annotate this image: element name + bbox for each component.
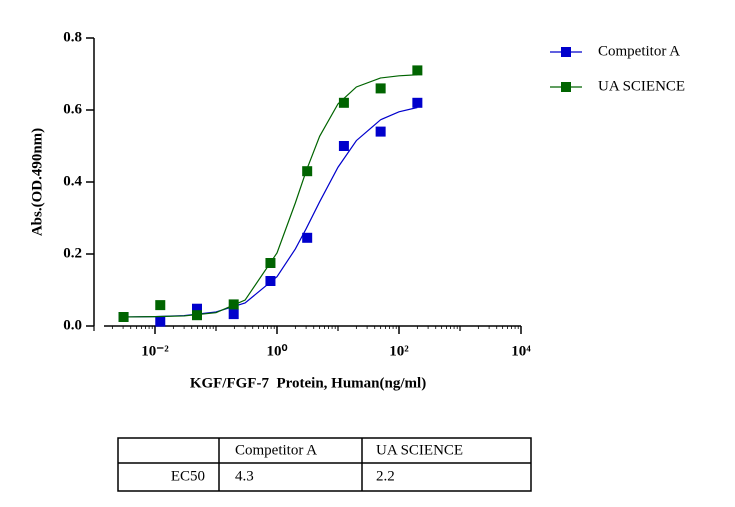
- x-axis-label: KGF/FGF-7 Protein, Human(ng/ml): [190, 375, 426, 391]
- y-tick-label: 0.2: [63, 245, 82, 261]
- legend-marker: [561, 47, 571, 57]
- point: [155, 316, 166, 327]
- point: [302, 166, 313, 177]
- table-header: UA SCIENCE: [376, 442, 463, 458]
- legend-marker: [561, 82, 571, 92]
- point: [228, 309, 239, 320]
- y-axis-label: Abs.(OD.490nm): [29, 128, 45, 236]
- x-tick-label: 10²: [389, 343, 409, 359]
- point: [338, 97, 349, 108]
- table: [117, 437, 532, 492]
- point: [155, 300, 166, 311]
- point: [265, 258, 276, 268]
- y-tick-label: 0.8: [63, 29, 82, 45]
- point: [375, 83, 386, 94]
- point: [265, 276, 276, 286]
- point: [412, 65, 423, 76]
- y-tick-label: 0.6: [63, 101, 82, 117]
- point: [191, 310, 202, 321]
- legend-label: UA SCIENCE: [598, 78, 685, 94]
- point: [118, 312, 129, 322]
- legend-label: Competitor A: [598, 43, 680, 59]
- x-tick-label: 10⁻²: [141, 343, 169, 359]
- y-tick-label: 0.0: [63, 317, 82, 333]
- point: [412, 97, 423, 108]
- y-tick-label: 0.4: [63, 173, 82, 189]
- table-border: [117, 437, 532, 492]
- table-cell: 2.2: [376, 468, 395, 484]
- table-cell: 4.3: [235, 468, 254, 484]
- x-tick-label: 10⁴: [511, 343, 531, 359]
- point: [302, 232, 313, 243]
- fit-curve: [123, 74, 418, 318]
- table-header: Competitor A: [235, 442, 317, 458]
- point: [228, 299, 239, 310]
- point: [375, 126, 386, 137]
- table-cell: EC50: [171, 468, 205, 484]
- point: [338, 141, 349, 151]
- x-tick-label: 10⁰: [266, 343, 287, 359]
- point: [191, 303, 202, 314]
